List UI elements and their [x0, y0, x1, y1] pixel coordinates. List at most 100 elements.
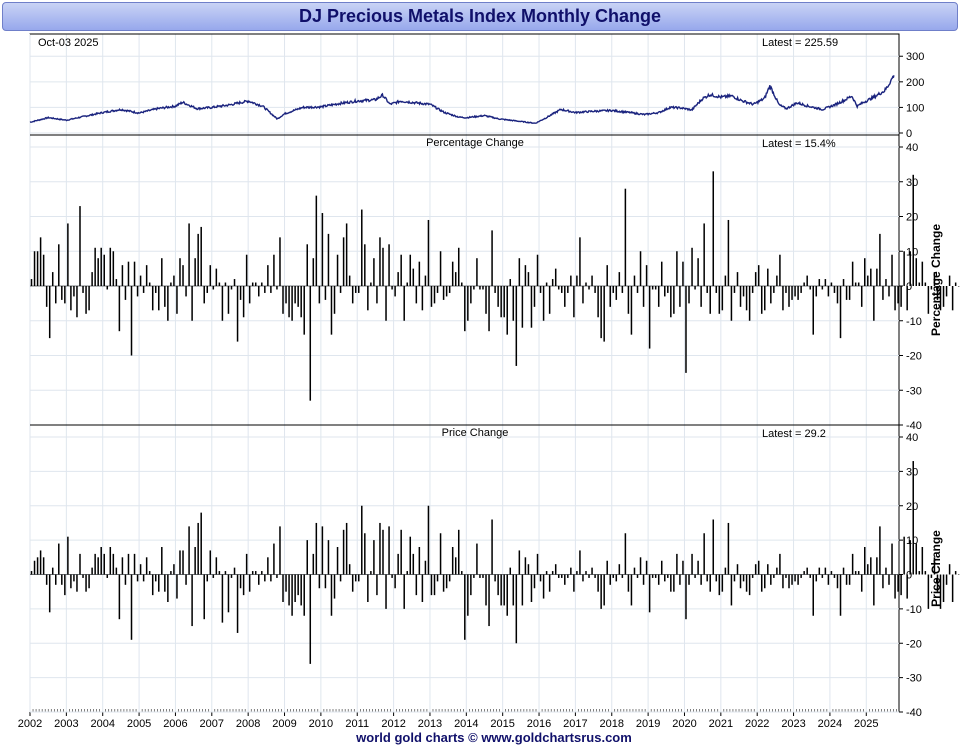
bar: [61, 286, 63, 300]
bar: [497, 286, 499, 307]
bar: [745, 574, 748, 592]
bar: [891, 543, 893, 575]
bar: [176, 574, 178, 599]
bar: [833, 286, 836, 293]
bar: [200, 226, 202, 286]
bar: [636, 574, 639, 578]
bar: [818, 567, 821, 575]
bar: [827, 286, 830, 297]
bar: [76, 574, 78, 592]
bar: [373, 258, 375, 286]
bar: [85, 574, 87, 592]
bar: [900, 574, 902, 596]
bar: [503, 286, 505, 318]
bar: [809, 574, 811, 578]
bar: [824, 279, 827, 286]
bar: [636, 286, 639, 293]
x-tick-label: 2016: [527, 718, 551, 730]
bar: [773, 574, 775, 578]
bar: [185, 574, 187, 585]
bar: [451, 261, 454, 286]
bar: [924, 282, 927, 286]
bar: [945, 574, 948, 585]
bar: [127, 553, 130, 575]
bar: [130, 286, 133, 356]
bar: [757, 560, 760, 575]
bar: [103, 254, 105, 286]
bar: [736, 272, 739, 286]
bar: [676, 251, 678, 286]
bar: [815, 574, 818, 582]
bar: [97, 258, 99, 286]
x-tick-label: 2005: [127, 718, 151, 730]
bar: [451, 547, 454, 575]
bar: [148, 282, 151, 286]
bar: [330, 574, 333, 616]
bar: [318, 574, 321, 589]
bar: [300, 286, 302, 318]
x-tick-label: 2017: [563, 718, 587, 730]
bar: [197, 522, 199, 575]
bar: [345, 522, 348, 575]
bar: [691, 553, 693, 575]
bar: [185, 286, 187, 297]
bar: [224, 282, 227, 286]
bar: [912, 461, 914, 575]
bar: [836, 574, 839, 589]
bar: [854, 571, 857, 575]
bar: [233, 279, 236, 286]
bar: [839, 574, 842, 616]
bar: [91, 567, 93, 575]
bar: [627, 286, 630, 314]
x-tick-label: 2018: [600, 718, 624, 730]
bar: [791, 286, 793, 300]
bar: [212, 286, 215, 290]
bar: [58, 543, 60, 575]
bar: [276, 286, 278, 290]
bar: [633, 275, 636, 286]
bar: [67, 536, 69, 575]
bar: [197, 233, 199, 287]
bar: [688, 574, 690, 585]
bar: [339, 574, 342, 582]
bar: [554, 564, 557, 575]
bar: [30, 279, 33, 286]
chart-title: DJ Precious Metals Index Monthly Change: [2, 2, 958, 31]
bar: [648, 286, 651, 349]
bar: [321, 213, 324, 286]
bar: [739, 574, 742, 589]
bar: [224, 571, 227, 575]
bar: [473, 286, 475, 290]
bar: [854, 282, 857, 286]
bar: [603, 286, 605, 342]
bar: [927, 574, 930, 609]
bar: [909, 251, 911, 286]
bar: [412, 268, 415, 287]
bar: [745, 286, 748, 311]
bar: [188, 526, 190, 575]
bar: [385, 286, 387, 321]
bar: [821, 574, 824, 578]
bar: [812, 286, 814, 335]
bar: [939, 286, 942, 311]
bar: [388, 244, 390, 286]
bar: [400, 254, 402, 286]
bar: [548, 286, 551, 314]
bar: [427, 219, 430, 286]
bar: [933, 272, 936, 286]
bar: [788, 286, 790, 307]
bar: [842, 279, 845, 286]
x-tick-label: 2010: [309, 718, 333, 730]
bar: [776, 567, 778, 575]
bar: [712, 519, 715, 575]
bar: [645, 560, 648, 575]
bar: [751, 286, 754, 293]
bar: [476, 258, 478, 286]
bar: [33, 560, 36, 575]
bar: [430, 574, 433, 596]
bar: [930, 574, 933, 578]
bar: [209, 550, 212, 575]
bar: [139, 564, 142, 575]
latest-label: Latest = 225.59: [762, 37, 838, 49]
bar: [145, 557, 148, 575]
